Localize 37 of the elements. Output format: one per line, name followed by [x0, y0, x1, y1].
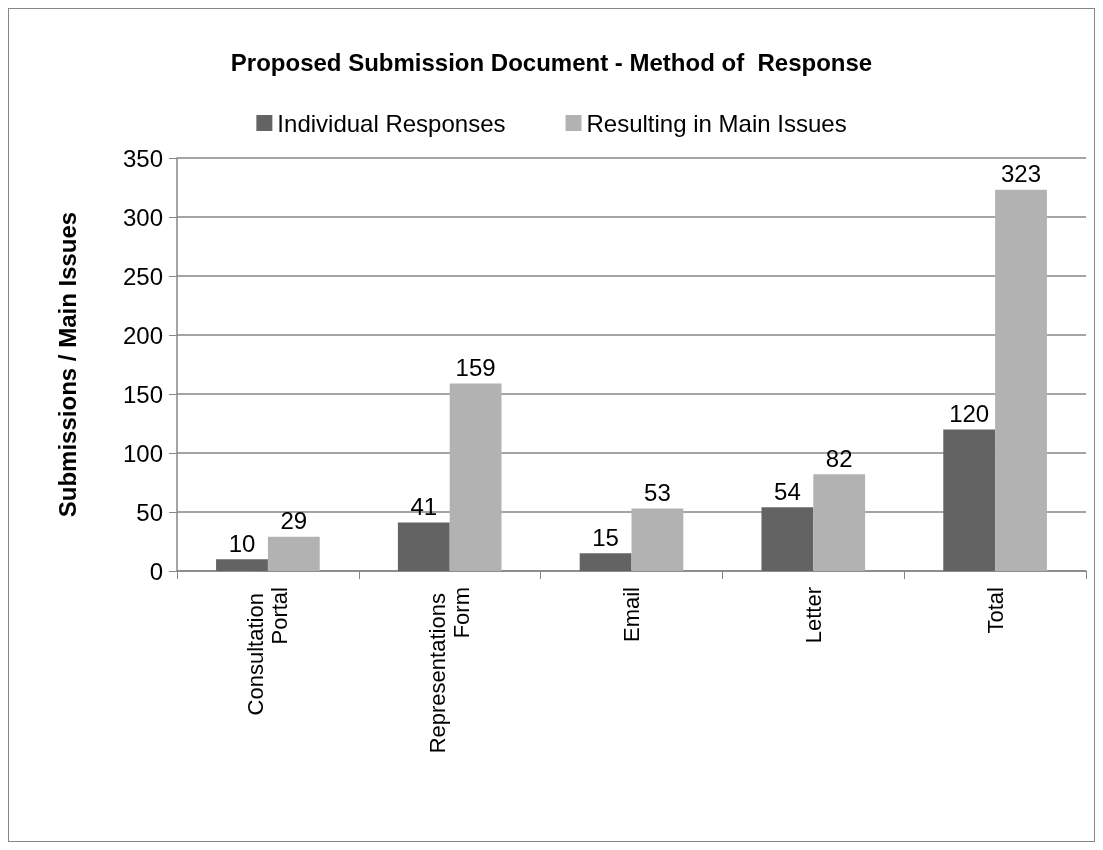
bar [449, 383, 502, 571]
data-label: 10 [228, 529, 256, 557]
y-tick-label: 150 [122, 380, 163, 408]
data-label: 323 [1000, 160, 1042, 188]
data-label: 159 [455, 353, 496, 381]
data-label: 120 [949, 399, 990, 427]
x-tick-label: Letter [800, 587, 826, 644]
data-label: 15 [592, 523, 619, 551]
x-tick-label: Email [619, 587, 644, 643]
data-label: 53 [644, 478, 671, 506]
y-axis-title: Submissions / Main Issues [53, 211, 81, 518]
bar [995, 189, 1047, 571]
y-tick-label: 0 [149, 557, 163, 585]
legend-label: Individual Responses [277, 109, 506, 137]
bar [579, 553, 632, 571]
bar [761, 507, 814, 571]
y-tick-label: 300 [122, 203, 163, 231]
data-label: 41 [410, 493, 438, 521]
bar [397, 522, 450, 571]
x-tick-label: Consultation Portal [243, 587, 293, 716]
legend-label: Resulting in Main Issues [586, 109, 847, 137]
data-label: 54 [774, 477, 801, 505]
bar [813, 474, 866, 571]
bar [943, 429, 996, 571]
bar [267, 536, 320, 571]
y-tick-label: 100 [122, 439, 163, 467]
y-tick-label: 200 [122, 321, 163, 349]
data-label: 82 [825, 444, 853, 472]
y-tick-label: 50 [136, 498, 163, 526]
x-tick-label: Representations Form [425, 587, 475, 754]
bar [631, 508, 684, 571]
y-tick-label: 250 [122, 262, 163, 290]
bar [216, 559, 268, 571]
chart-title: Proposed Submission Document - Method of Response [230, 48, 873, 76]
y-tick-label: 350 [122, 144, 163, 172]
data-label: 29 [280, 507, 308, 535]
x-tick-label: Total [982, 587, 1008, 634]
